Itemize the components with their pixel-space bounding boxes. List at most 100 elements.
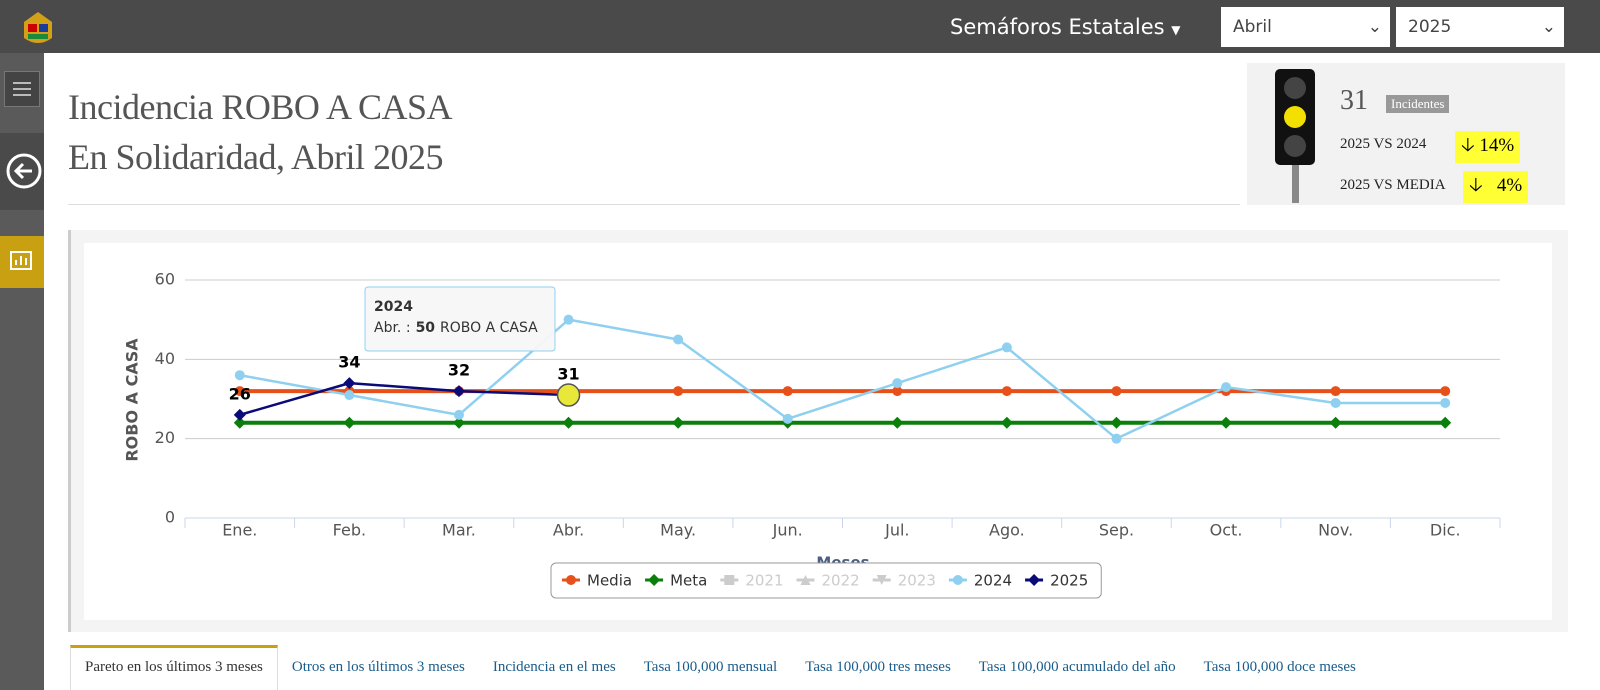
x-tick-label: Sep.: [1099, 521, 1134, 540]
data-label: 34: [338, 353, 360, 372]
data-label: 32: [448, 361, 470, 380]
menu-button[interactable]: [4, 71, 40, 107]
marker: [1440, 386, 1451, 397]
title-line: Incidencia ROBO A CASA: [68, 87, 452, 127]
compare-label: 2025 VS 2024: [1340, 136, 1427, 152]
legend: Media Meta 2021 2022 2023 2024 2025: [550, 562, 1102, 599]
tooltip-value: 50: [416, 320, 436, 336]
compare-value: 🡣 4%: [1463, 171, 1529, 203]
marker: [1329, 416, 1342, 429]
data-label: 31: [557, 365, 579, 384]
y-tick-label: 40: [155, 349, 175, 368]
x-tick-label: Jun.: [772, 521, 803, 540]
marker: [452, 385, 465, 398]
marker: [343, 377, 356, 390]
tab[interactable]: Pareto en los últimos 3 meses: [70, 645, 278, 690]
marker: [892, 386, 903, 397]
marker: [800, 575, 811, 585]
x-tick-label: Oct.: [1210, 521, 1243, 540]
menu-label: Semáforos Estatales: [950, 15, 1165, 39]
marker: [876, 575, 887, 585]
legend-label: Meta: [670, 572, 707, 590]
legend-box: [550, 562, 1102, 599]
tab-bar: Pareto en los últimos 3 meses Otros en lo…: [70, 645, 1370, 690]
tooltip: 2024 Abr. : 50 ROBO A CASA: [364, 286, 556, 352]
back-button[interactable]: [0, 133, 44, 210]
marker: [1220, 416, 1233, 429]
year-select[interactable]: 2025 ⌄: [1396, 7, 1564, 47]
marker: [1221, 382, 1232, 393]
legend-label: 2022: [822, 572, 860, 590]
marker: [1028, 574, 1041, 586]
marker: [234, 386, 245, 397]
marker: [233, 416, 246, 429]
tab[interactable]: Incidencia en el mes: [492, 659, 616, 675]
chart-card: [84, 243, 1552, 620]
divider: [68, 204, 1240, 205]
title-line: En Solidaridad, Abril 2025: [68, 137, 443, 177]
legend-label: 2025: [1050, 572, 1088, 590]
y-tick-label: 20: [155, 428, 175, 447]
marker: [453, 409, 464, 420]
chart-button[interactable]: [0, 236, 44, 288]
marker: [724, 575, 735, 585]
marker: [344, 390, 355, 401]
incident-count: 31: [1340, 85, 1368, 116]
tooltip-label: Abr. :: [374, 320, 411, 336]
x-tick-label: Dic.: [1430, 521, 1461, 540]
x-tick-label: Abr.: [553, 521, 584, 540]
traffic-light: [1275, 69, 1315, 203]
x-tick-label: Mar.: [442, 521, 476, 540]
legend-label: 2024: [974, 572, 1012, 590]
legend-label: 2021: [745, 572, 783, 590]
marker: [673, 386, 684, 397]
tooltip-unit: ROBO A CASA: [440, 320, 538, 336]
marker: [452, 416, 465, 429]
series-line: [239, 318, 1446, 440]
data-label: 26: [229, 384, 251, 403]
marker: [1330, 397, 1341, 408]
menu-dropdown[interactable]: Semáforos Estatales ▼: [950, 15, 1181, 39]
marker: [673, 334, 684, 345]
incident-badge: Incidentes: [1386, 95, 1450, 113]
marker: [1111, 386, 1122, 397]
tooltip-box: [364, 286, 556, 352]
month-select[interactable]: Abril ⌄: [1221, 7, 1390, 47]
marker: [234, 370, 245, 381]
tab[interactable]: Otros en los últimos 3 meses: [291, 659, 465, 675]
logo: [24, 12, 52, 43]
marker: [1440, 397, 1451, 408]
marker: [233, 408, 246, 421]
tooltip-title: 2024: [374, 299, 413, 315]
marker: [1001, 342, 1012, 353]
marker: [672, 416, 685, 429]
tab[interactable]: Tasa 100,000 acumulado del año: [978, 659, 1176, 675]
page-title: Incidencia ROBO A CASA En Solidaridad, A…: [68, 82, 452, 182]
marker: [1001, 386, 1012, 397]
legend-label: 2023: [898, 572, 936, 590]
x-tick-label: Jul.: [884, 521, 909, 540]
compare-number: 4%: [1496, 175, 1523, 196]
marker: [343, 416, 356, 429]
marker: [892, 378, 903, 389]
top-bar: Semáforos Estatales ▼ Abril ⌄ 2025 ⌄: [0, 0, 1600, 53]
sidebar: [0, 53, 44, 690]
marker: [1110, 416, 1123, 429]
marker: [782, 386, 793, 397]
y-tick-label: 60: [155, 270, 175, 289]
x-tick-label: Ene.: [222, 521, 257, 540]
compare-value: 🡣 14%: [1455, 131, 1521, 163]
tab[interactable]: Tasa 100,000 mensual: [643, 659, 778, 675]
tab[interactable]: Tasa 100,000 tres meses: [805, 659, 951, 675]
summary-panel: 31 Incidentes 2025 VS 2024 🡣 14% 2025 VS…: [1247, 63, 1565, 205]
series-line: [239, 381, 569, 417]
x-tick-label: May.: [660, 521, 696, 540]
compare-number: 14%: [1479, 135, 1515, 156]
tooltip-text: Abr. : 50 ROBO A CASA: [374, 320, 538, 336]
tab[interactable]: Tasa 100,000 doce meses: [1203, 659, 1356, 675]
marker: [648, 574, 661, 586]
marker: [1000, 416, 1013, 429]
hover-marker: [556, 383, 581, 407]
